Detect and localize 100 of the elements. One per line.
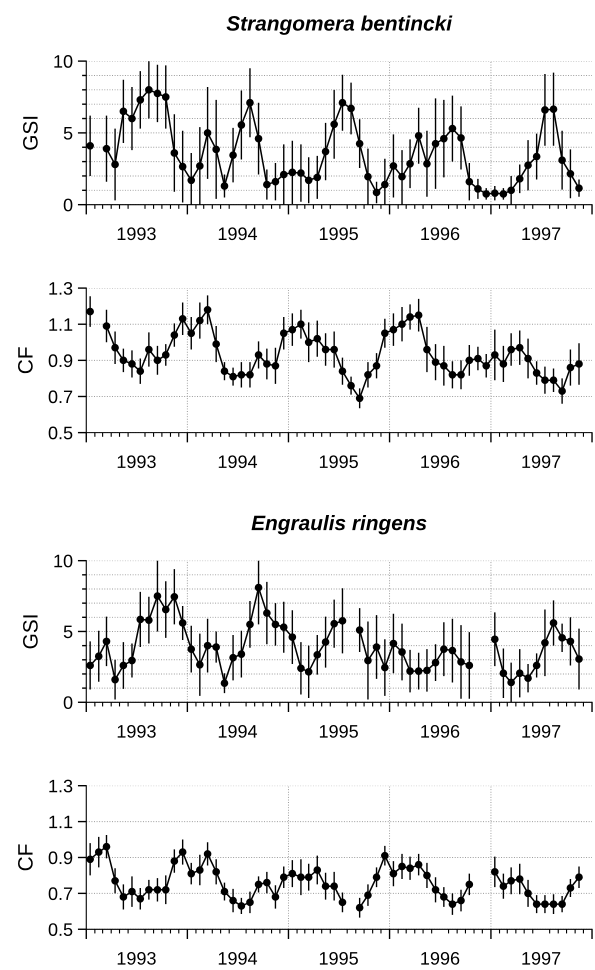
y-tick-label: 0.9 (48, 851, 72, 864)
y-axis-title: GSI (23, 116, 38, 150)
point (364, 656, 372, 664)
x-tick-label: 1993 (118, 724, 156, 738)
x-tick-label: 1997 (522, 952, 560, 965)
point (338, 898, 346, 906)
x-tick-label: 1997 (522, 227, 560, 240)
point (457, 658, 465, 666)
x-tick-label: 1996 (421, 227, 460, 240)
point (457, 370, 465, 379)
point (364, 370, 372, 379)
point (128, 360, 136, 368)
point (102, 638, 110, 646)
point (304, 668, 313, 676)
point (178, 162, 186, 170)
point (313, 174, 322, 182)
point (196, 660, 204, 669)
point (136, 894, 144, 903)
point (516, 175, 524, 183)
point (154, 356, 162, 364)
point (254, 351, 262, 359)
point (440, 645, 448, 653)
x-tick-label: 1996 (421, 724, 460, 738)
point (550, 105, 558, 114)
point (313, 866, 322, 874)
point (448, 900, 456, 908)
point (136, 96, 144, 104)
y-tick-label: 0.5 (48, 923, 72, 936)
point (500, 190, 508, 198)
point (86, 855, 94, 864)
point (500, 360, 508, 368)
x-tick-label: 1994 (218, 724, 258, 738)
point (347, 104, 355, 112)
point (204, 129, 212, 137)
point (120, 893, 128, 901)
point (246, 898, 254, 906)
point (440, 893, 448, 901)
point (120, 662, 128, 670)
point (187, 870, 196, 878)
point (170, 857, 178, 865)
point (558, 900, 566, 908)
point (145, 86, 153, 94)
point (170, 331, 178, 339)
point (102, 144, 110, 152)
point (507, 346, 515, 354)
point (500, 882, 508, 890)
point (102, 842, 110, 851)
point (196, 162, 204, 170)
point (381, 180, 389, 188)
point (490, 868, 499, 876)
y-axis-title: GSI (23, 615, 38, 648)
point (390, 640, 398, 648)
point (482, 190, 490, 198)
point (330, 620, 338, 628)
point (566, 364, 574, 372)
x-tick-label: 1995 (320, 455, 358, 468)
point (204, 642, 212, 650)
point (187, 176, 196, 184)
point (381, 664, 389, 672)
point (423, 346, 431, 354)
point (128, 888, 136, 896)
point (507, 186, 515, 194)
point (272, 178, 280, 186)
point (297, 873, 305, 882)
point (246, 620, 254, 628)
point (466, 356, 474, 364)
y-tick-label: 1.3 (49, 282, 72, 295)
y-tick-label: 10 (54, 55, 72, 68)
point (229, 151, 237, 159)
point (566, 638, 574, 646)
point (238, 902, 246, 910)
x-tick-label: 1995 (320, 227, 358, 240)
point (541, 106, 549, 114)
point (170, 592, 178, 601)
point (541, 376, 549, 384)
point (356, 394, 364, 402)
point (575, 655, 583, 663)
point (187, 329, 196, 338)
point (474, 354, 482, 362)
point (86, 142, 94, 150)
point (162, 886, 170, 894)
point (263, 180, 271, 188)
point (423, 872, 431, 880)
y-axis-title: CF (18, 347, 33, 374)
point (162, 606, 170, 614)
point (220, 679, 228, 687)
point (212, 868, 220, 876)
point (524, 674, 532, 682)
point (356, 140, 364, 148)
point (304, 338, 313, 346)
point (550, 376, 558, 384)
point (432, 886, 440, 894)
point (128, 114, 136, 122)
x-tick-label: 1996 (421, 455, 460, 468)
point (297, 169, 305, 177)
point (448, 370, 456, 379)
point (457, 896, 465, 904)
point (162, 351, 170, 359)
point (313, 334, 322, 342)
x-tick-label: 1993 (118, 952, 156, 965)
